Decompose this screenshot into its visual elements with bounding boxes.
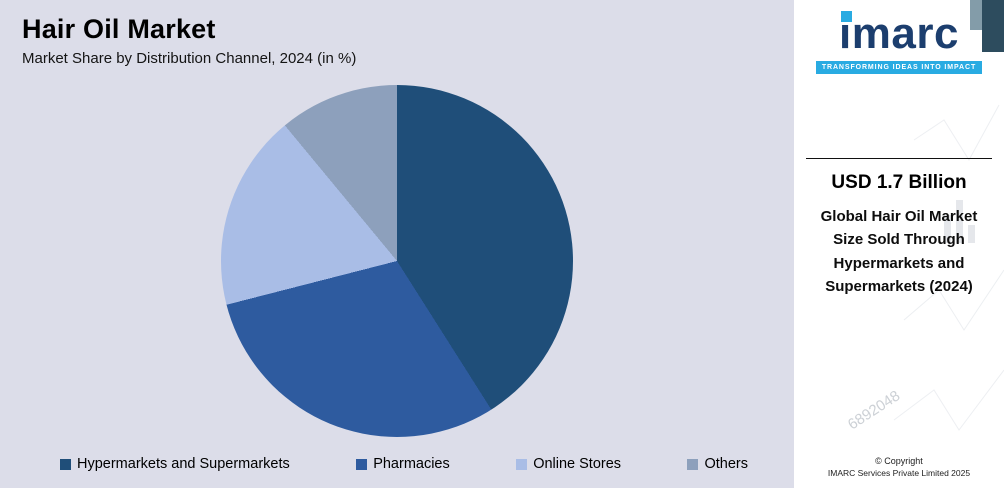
legend-swatch (516, 458, 528, 470)
stat-value: USD 1.7 Billion (831, 172, 967, 193)
watermark-number: 6892048 (845, 387, 903, 433)
logo-dot-icon (841, 11, 853, 22)
logo-tagline: TRANSFORMING IDEAS INTO IMPACT (815, 61, 983, 74)
stat-description: Global Hair Oil Market Size Sold Through… (820, 208, 978, 295)
legend-item: Hypermarkets and Supermarkets (60, 456, 290, 472)
legend-item: Others (687, 456, 748, 472)
page-title: Hair Oil Market (22, 14, 216, 44)
brand-panel: 6892048 imarc TRANSFORMING IDEAS INTO IM… (794, 0, 1004, 488)
copyright: © Copyright IMARC Services Private Limit… (828, 456, 970, 478)
legend-label: Online Stores (533, 456, 622, 472)
legend-item: Online Stores (516, 456, 621, 472)
pie-wrap (0, 67, 794, 456)
legend-swatch (356, 458, 368, 470)
legend-swatch (60, 458, 71, 470)
page-subtitle: Market Share by Distribution Channel, 20… (22, 50, 357, 67)
legend-item: Pharmacies (356, 456, 450, 472)
logo-wordmark: imarc (839, 9, 959, 58)
legend: Hypermarkets and Supermarkets Pharmacies O… (0, 456, 794, 488)
imarc-logo-text: imarc (839, 9, 959, 58)
legend-label: Hypermarkets and Supermarkets (77, 456, 290, 472)
legend-swatch (687, 458, 699, 470)
stat-block: USD 1.7 Billion Global Hair Oil Market S… (806, 158, 992, 298)
chart-header: Hair Oil Market Market Share by Distribu… (0, 0, 794, 67)
pie-chart (221, 84, 573, 437)
legend-label: Others (704, 456, 748, 472)
legend-label: Pharmacies (373, 456, 450, 472)
imarc-logo: imarc TRANSFORMING IDEAS INTO IMPACT (815, 9, 983, 74)
chart-area: Hair Oil Market Market Share by Distribu… (0, 0, 794, 488)
copyright-line1: © Copyright (875, 456, 923, 466)
copyright-line2: IMARC Services Private Limited 2025 (827, 468, 971, 478)
